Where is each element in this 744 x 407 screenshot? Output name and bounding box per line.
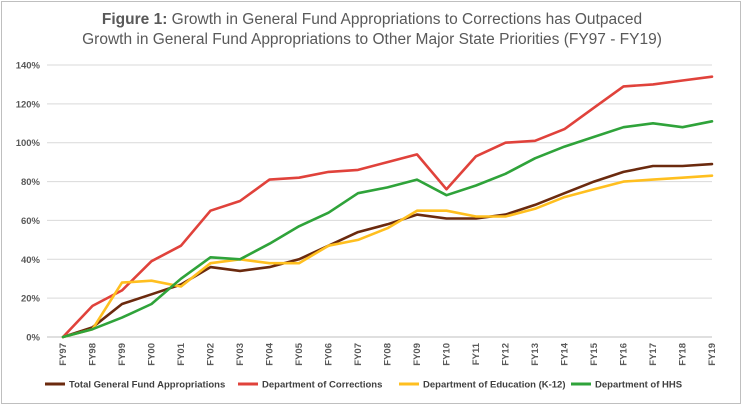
y-tick-label: 60% [21,216,41,227]
legend-label: Total General Fund Appropriations [69,380,225,391]
y-tick-label: 40% [21,255,41,266]
x-tick-label: FY18 [678,343,689,366]
legend-label: Department of Corrections [262,380,382,391]
chart-title: Figure 1: Growth in General Fund Appropr… [0,10,744,50]
legend-label: Department of Education (K-12) [423,380,566,391]
chart-title-line2: Growth in General Fund Appropriations to… [82,31,662,48]
x-tick-label: FY10 [442,343,453,366]
y-tick-label: 80% [21,177,41,188]
x-tick-label: FY17 [648,343,659,366]
x-tick-label: FY14 [560,342,571,365]
legend: Total General Fund Appropriations Departm… [45,380,682,391]
series-line-1 [61,162,714,339]
x-tick-label: FY97 [58,343,69,366]
x-tick-label: FY13 [530,343,541,366]
x-tick-label: FY11 [471,342,482,365]
x-tick-label: FY15 [589,342,600,365]
y-tick-label: 0% [26,333,40,344]
chart-title-bold: Figure 1: [101,11,168,28]
y-tick-label: 100% [16,138,41,149]
series-lines [61,75,714,339]
y-tick-label: 20% [21,294,41,305]
x-tick-label: FY99 [117,343,128,366]
x-tick-label: FY04 [265,342,276,365]
x-axis: FY97 FY98 FY99 FY00 FY01 FY02 FY03 FY04 FY05 FY06… [47,336,718,366]
x-tick-label: FY16 [619,343,630,366]
x-tick-label: FY09 [412,343,423,366]
y-tick-label: 120% [16,99,41,110]
x-tick-label: FY06 [324,343,335,366]
chart-title-line1: Growth in General Fund Appropriations to… [171,11,643,28]
x-tick-label: FY02 [206,343,217,366]
series-line-2 [61,75,714,339]
x-tick-label: FY03 [235,343,246,366]
x-tick-label: FY05 [294,342,305,365]
x-tick-label: FY07 [353,343,364,366]
x-tick-label: FY12 [501,343,512,366]
x-tick-label: FY00 [147,343,158,366]
x-tick-label: FY08 [383,343,394,366]
y-axis: 0% 20% 40% 60% 80% 100% 120% 140% [16,61,41,344]
x-tick-label: FY19 [707,343,718,366]
x-tick-label: FY98 [88,343,99,366]
y-tick-label: 140% [16,61,41,72]
legend-label: Department of HHS [595,380,682,391]
series-line-3 [61,174,714,339]
series-line-4 [61,120,714,339]
x-tick-label: FY01 [176,342,187,365]
